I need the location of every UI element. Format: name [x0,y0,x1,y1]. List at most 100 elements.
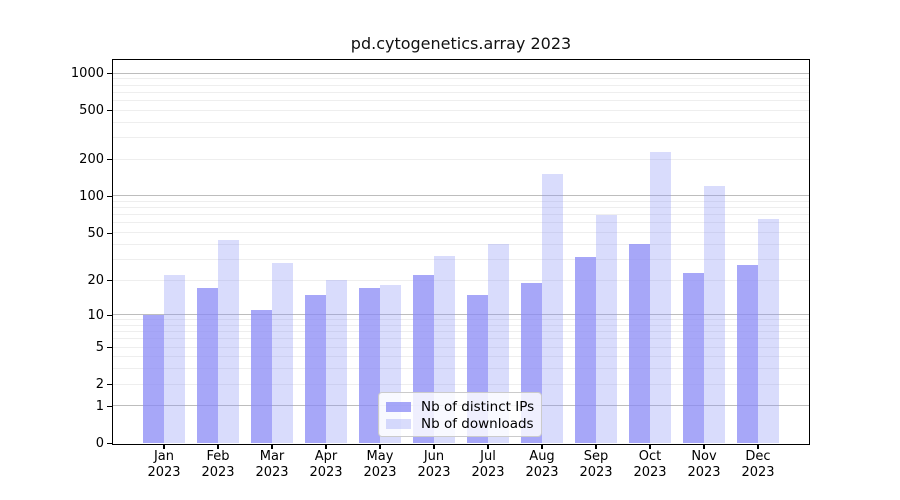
bar-downloads-feb-2023 [217,240,239,443]
bar-ips-sep-2023 [574,257,596,443]
gridline-major [113,314,809,316]
bar-ips-oct-2023 [628,244,650,443]
x-tick-mark [163,445,165,449]
plot-area [112,59,810,445]
x-tick-label-oct-2023: Oct 2023 [633,449,667,480]
x-tick-mark [217,445,219,449]
legend-item-downloads: Nb of downloads [386,415,534,432]
gridline-minor [113,383,809,385]
x-tick-mark [379,445,381,449]
x-tick-mark [271,445,273,449]
gridline-major [113,72,809,74]
gridline-minor [113,279,809,281]
gridline-minor [113,91,809,93]
bar-downloads-apr-2023 [325,280,347,443]
gridline-minor [113,319,809,321]
legend-swatch-downloads [386,418,411,429]
legend-label-downloads: Nb of downloads [421,415,534,432]
gridline-minor [113,243,809,245]
gridline-minor [113,84,809,86]
legend: Nb of distinct IPs Nb of downloads [378,392,542,437]
y-tick-label-50: 50 [87,225,104,241]
y-tick-mark [107,443,112,445]
legend-label-distinct-ips: Nb of distinct IPs [421,398,535,415]
gridline-minor [113,338,809,340]
gridline-minor [113,346,809,348]
gridline-minor [113,201,809,203]
y-tick-label-20: 20 [87,273,104,289]
x-tick-label-may-2023: May 2023 [363,449,397,480]
x-tick-mark [541,445,543,449]
bar-ips-nov-2023 [682,272,704,443]
bar-downloads-jan-2023 [163,275,185,443]
gridline-minor [113,158,809,160]
x-tick-label-aug-2023: Aug 2023 [525,449,559,480]
gridline-major [113,195,809,197]
gridline-minor [113,214,809,216]
y-tick-mark [107,314,112,316]
x-tick-mark [595,445,597,449]
bar-ips-jan-2023 [142,314,164,443]
bar-downloads-nov-2023 [703,186,725,443]
gridline-minor [113,232,809,234]
x-tick-mark [757,445,759,449]
x-tick-mark [433,445,435,449]
x-tick-mark [487,445,489,449]
gridline-minor [113,100,809,101]
bar-downloads-sep-2023 [595,214,617,443]
y-tick-mark [107,384,112,386]
gridline-minor [113,222,809,224]
y-tick-label-5: 5 [95,340,104,356]
gridline-minor [113,207,809,209]
bar-ips-mar-2023 [250,309,272,443]
x-tick-label-feb-2023: Feb 2023 [201,449,235,480]
gridline-minor [113,109,809,111]
x-tick-mark [703,445,705,449]
y-tick-label-2: 2 [95,377,104,393]
x-tick-label-sep-2023: Sep 2023 [579,449,613,480]
legend-item-distinct-ips: Nb of distinct IPs [386,398,535,415]
x-tick-label-nov-2023: Nov 2023 [687,449,721,480]
legend-swatch-distinct-ips [386,401,411,412]
x-tick-mark [649,445,651,449]
x-tick-label-mar-2023: Mar 2023 [255,449,289,480]
y-tick-mark [107,110,112,112]
y-tick-mark [107,159,112,161]
bar-downloads-mar-2023 [271,262,293,443]
x-tick-label-dec-2023: Dec 2023 [741,449,775,480]
y-tick-mark [107,73,112,75]
bar-downloads-dec-2023 [757,218,779,443]
y-tick-mark [107,347,112,349]
x-tick-label-jan-2023: Jan 2023 [147,449,181,480]
chart-title: pd.cytogenetics.array 2023 [350,34,572,53]
bar-downloads-aug-2023 [541,174,563,443]
x-tick-mark [325,445,327,449]
bar-ips-feb-2023 [196,288,218,443]
y-tick-mark [107,280,112,282]
y-tick-label-200: 200 [79,152,104,168]
y-tick-label-500: 500 [79,103,104,119]
gridline-minor [113,331,809,333]
bar-ips-dec-2023 [736,264,758,443]
bar-downloads-oct-2023 [649,151,671,443]
bar-ips-may-2023 [358,288,380,443]
y-tick-mark [107,232,112,234]
gridline-minor [113,368,809,370]
gridline-minor [113,78,809,80]
x-tick-label-jul-2023: Jul 2023 [471,449,505,480]
y-tick-label-10: 10 [87,307,104,323]
gridline-minor [113,356,809,358]
y-tick-mark [107,195,112,198]
gridline-minor [113,121,809,123]
y-tick-mark [107,405,112,408]
x-tick-label-jun-2023: Jun 2023 [417,449,451,480]
gridline-minor [113,258,809,260]
gridline-minor [113,324,809,326]
x-tick-label-apr-2023: Apr 2023 [309,449,343,480]
y-tick-label-100: 100 [79,188,104,204]
y-tick-label-1000: 1000 [70,66,104,82]
bar-ips-apr-2023 [304,294,326,443]
y-tick-label-0: 0 [95,436,104,451]
gridline-minor [113,137,809,139]
